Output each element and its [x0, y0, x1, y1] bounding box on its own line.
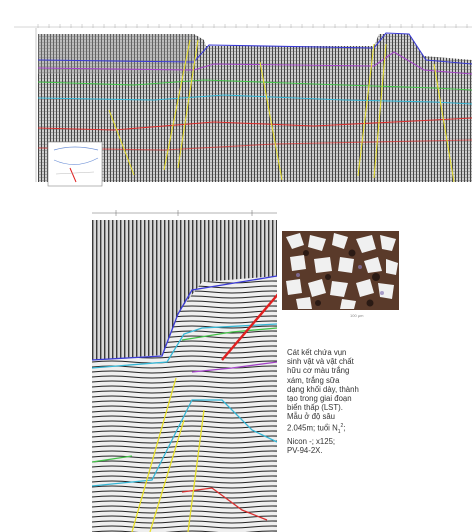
horizon-green	[37, 79, 472, 91]
fault-line	[163, 39, 191, 171]
caption-line: 2.045m; tuổi N12;	[287, 422, 346, 435]
horizon-cyan	[92, 323, 277, 369]
horizon-blue	[37, 32, 472, 65]
caption-line: PV-94-2X.	[287, 446, 323, 456]
horizon-green	[181, 327, 277, 341]
seismic-profile-overview	[14, 24, 472, 187]
horizon-green-lower	[92, 455, 133, 463]
fault-line	[149, 419, 185, 532]
seismic-detail-section	[92, 210, 277, 532]
caption-line: sinh vật và vật chất	[287, 357, 354, 367]
shotpoint-ruler	[92, 210, 277, 216]
caption-line: tạo trong giai đoạn	[287, 394, 352, 404]
caption-line: Nicon -; x125;	[287, 436, 336, 446]
fault-line	[373, 43, 387, 179]
caption-line: dạng khối dày, thành	[287, 384, 359, 394]
caption-line: hữu cơ màu trắng	[287, 366, 350, 376]
fault-line	[259, 61, 283, 181]
fault-line	[433, 63, 455, 183]
location-map-inset	[47, 141, 103, 187]
thin-section-microphotograph	[282, 231, 399, 310]
fault-line	[177, 39, 199, 169]
microphotograph-scale-label: 100 µm	[350, 313, 364, 318]
sample-pointer-arrow	[221, 293, 277, 361]
fault-line	[131, 377, 177, 532]
horizon-red	[37, 117, 472, 131]
fault-line	[187, 409, 205, 532]
shotpoint-header	[14, 24, 472, 28]
horizon-purple	[191, 361, 277, 373]
horizon-blue	[92, 275, 277, 361]
caption-line: xám, trắng sữa	[287, 375, 340, 385]
caption-line: biển thấp (LST).	[287, 403, 343, 413]
caption-line: Mẫu ở độ sâu	[287, 412, 336, 422]
fault-line	[108, 109, 135, 176]
caption-line: Cát kết chứa vụn	[287, 348, 347, 357]
sample-caption: Cát kết chứa vụn sinh vật và vật chất hữ…	[287, 348, 407, 455]
horizon-cyan-lower	[92, 399, 277, 487]
fault-line	[357, 43, 375, 177]
horizon-red	[181, 487, 268, 521]
horizon-purple	[37, 51, 472, 75]
